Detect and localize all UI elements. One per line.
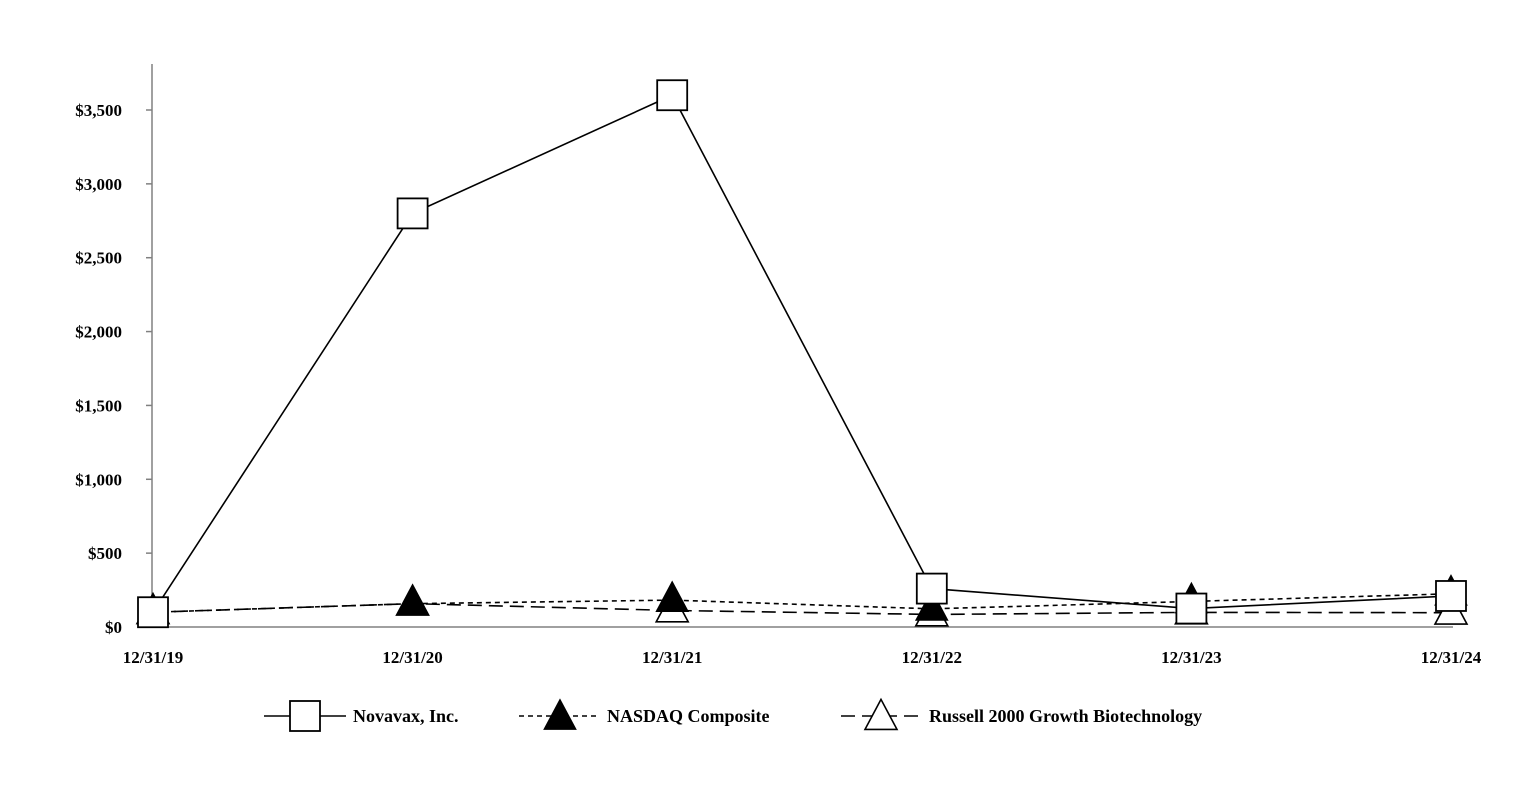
legend-label: Russell 2000 Growth Biotechnology	[929, 706, 1202, 726]
legend-label: Novavax, Inc.	[353, 706, 459, 726]
y-tick-label: $1,500	[75, 396, 122, 415]
legend-label: NASDAQ Composite	[607, 706, 770, 726]
data-point	[137, 596, 169, 629]
y-tick-label: $500	[88, 544, 122, 563]
legend-marker	[289, 700, 321, 732]
data-point	[1175, 592, 1208, 625]
data-point	[1435, 580, 1467, 612]
y-tick-label: $0	[105, 618, 122, 637]
data-point	[395, 583, 430, 616]
y-tick-label: $3,000	[75, 175, 122, 194]
legend-marker	[543, 698, 577, 730]
data-point	[914, 589, 949, 621]
legend: Novavax, Inc. NASDAQ Composite Russell 200…	[264, 697, 1202, 732]
data-point	[396, 197, 429, 230]
x-tick-label: 12/31/20	[382, 648, 442, 667]
y-tick-label: $3,500	[75, 101, 122, 120]
axes: $0 $500 $1,000 $1,500 $2,000 $2,500 $3,000 $3,5…	[75, 64, 1482, 667]
y-tick-label: $1,000	[75, 470, 122, 489]
y-tick-label: $2,500	[75, 249, 122, 268]
data-point	[655, 580, 690, 613]
series-layer	[135, 79, 1469, 629]
x-tick-label: 12/31/23	[1161, 648, 1221, 667]
x-tick-label: 12/31/21	[642, 648, 702, 667]
x-tick-label: 12/31/19	[123, 648, 183, 667]
y-tick-label: $2,000	[75, 323, 122, 342]
legend-marker	[863, 697, 899, 731]
series-line	[152, 592, 1452, 614]
x-tick-label: 12/31/22	[902, 648, 962, 667]
x-tick-label: 12/31/24	[1421, 648, 1482, 667]
data-point	[915, 572, 948, 605]
data-point	[656, 79, 689, 112]
series-line	[152, 94, 1452, 613]
